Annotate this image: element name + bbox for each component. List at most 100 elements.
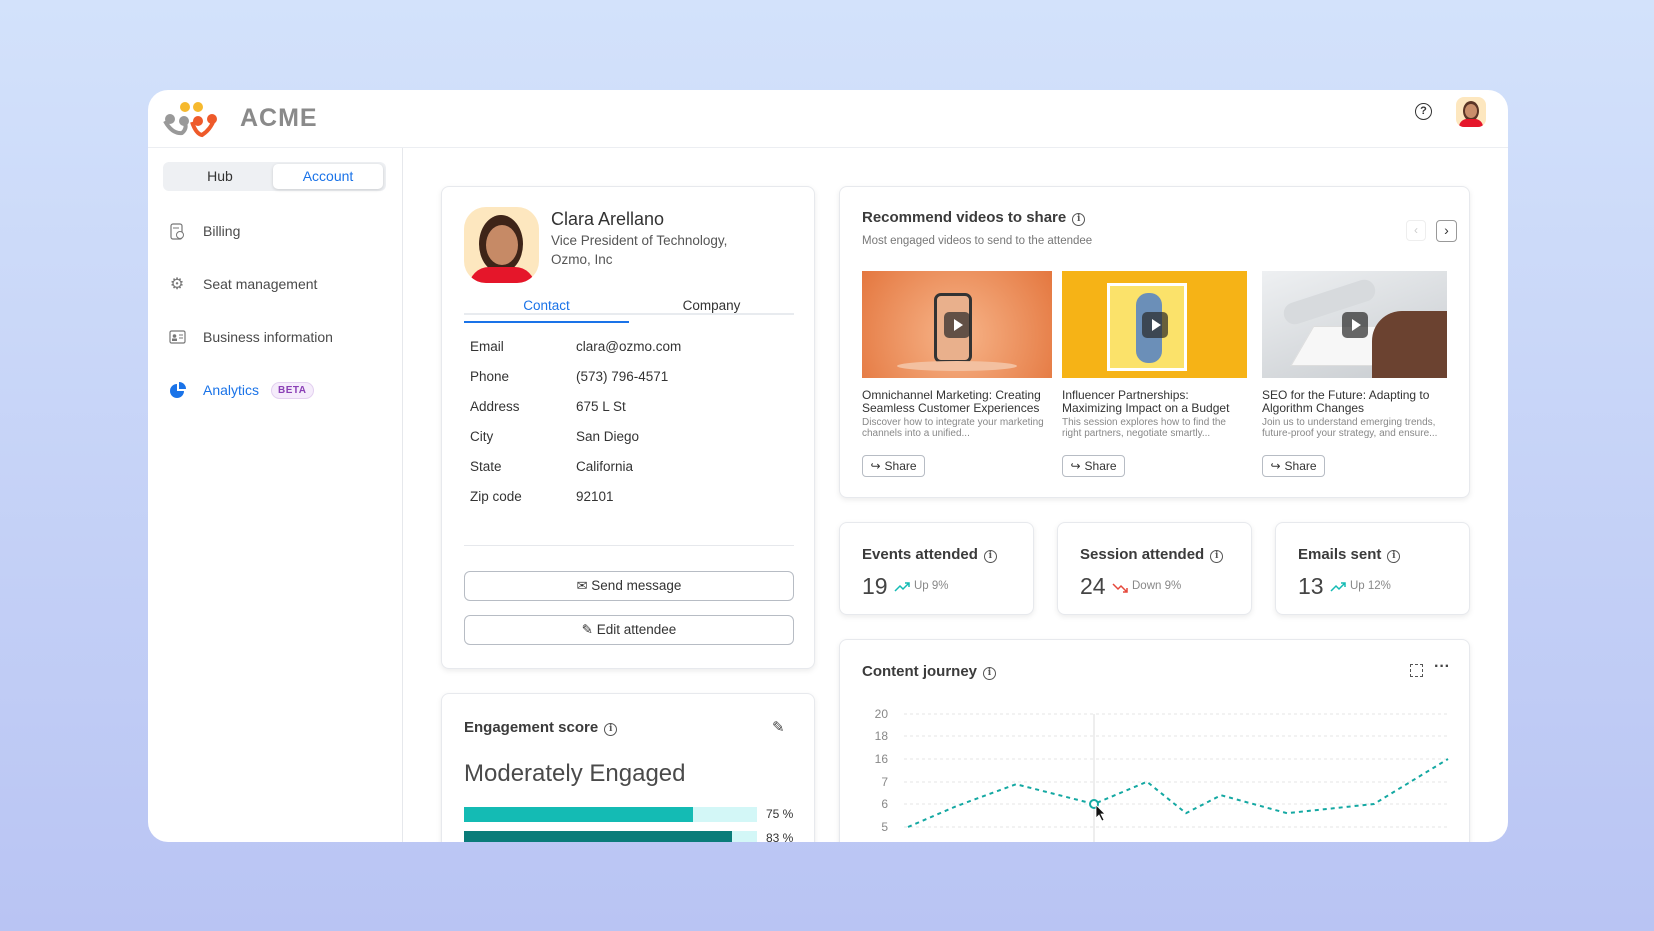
- video-title[interactable]: SEO for the Future: Adapting to Algorith…: [1262, 388, 1430, 415]
- field-value: (573) 796-4571: [576, 369, 669, 384]
- data-point[interactable]: [1285, 811, 1289, 815]
- top-header: ACME ?: [148, 90, 1508, 148]
- info-icon[interactable]: i: [1387, 550, 1401, 563]
- y-tick-label: 16: [874, 752, 888, 766]
- toggle-hub[interactable]: Hub: [207, 168, 233, 184]
- video-description: This session explores how to find the ri…: [1062, 417, 1226, 439]
- recommended-videos-card: Recommend videos to share i Most engaged …: [839, 186, 1470, 498]
- prev-arrow-button[interactable]: ‹: [1406, 220, 1426, 241]
- share-button[interactable]: ↪ Share: [1262, 455, 1325, 477]
- id-card-icon: [168, 328, 186, 346]
- data-point[interactable]: [1184, 811, 1188, 815]
- video-title[interactable]: Omnichannel Marketing: Creating Seamless…: [862, 388, 1041, 415]
- sidebar-item-billing[interactable]: Billing: [168, 219, 240, 243]
- play-icon: [944, 311, 970, 338]
- line-chart: [904, 713, 1450, 842]
- edit-pencil-icon[interactable]: ✎: [772, 719, 785, 736]
- sidebar-item-business-information[interactable]: Business information: [168, 325, 333, 349]
- data-point[interactable]: [954, 804, 958, 808]
- tab-company[interactable]: Company: [682, 298, 741, 313]
- contact-company: Ozmo, Inc: [551, 252, 613, 267]
- stat-value: 19: [862, 573, 888, 599]
- field-label: City: [470, 429, 494, 444]
- video-description: Discover how to integrate your marketing…: [862, 417, 1044, 439]
- toggle-account[interactable]: Account: [273, 164, 383, 189]
- field-label: Zip code: [470, 489, 522, 504]
- video-thumbnail-2[interactable]: [1062, 271, 1247, 378]
- info-icon[interactable]: i: [1210, 550, 1224, 563]
- video-title[interactable]: Influencer Partnerships: Maximizing Impa…: [1062, 388, 1230, 415]
- user-avatar[interactable]: [1456, 97, 1486, 127]
- share-icon: ↪: [1270, 459, 1281, 473]
- expand-icon[interactable]: [1410, 664, 1423, 677]
- tabs-divider: [464, 313, 794, 315]
- acme-logo-icon: [163, 102, 217, 138]
- play-icon: [1141, 311, 1168, 338]
- next-arrow-button[interactable]: ›: [1436, 220, 1457, 242]
- trend-up-icon: [1330, 581, 1347, 599]
- stat-trend: Up 12%: [1350, 580, 1391, 592]
- divider: [464, 545, 794, 546]
- stat-card: Session attended i 24 Down 9%: [1057, 522, 1252, 615]
- y-tick-label: 6: [881, 797, 888, 811]
- engagement-bar-track: [464, 807, 757, 822]
- play-icon: [1341, 311, 1368, 338]
- video-thumbnail-3[interactable]: [1262, 271, 1447, 378]
- data-point[interactable]: [1446, 757, 1450, 761]
- share-label: Share: [884, 459, 917, 473]
- gear-icon: ⚙: [169, 276, 185, 293]
- data-point[interactable]: [1372, 802, 1376, 806]
- sidebar: Hub Account Billing ⚙ Seat management Bu…: [148, 148, 403, 842]
- sidebar-item-label: Analytics: [203, 382, 260, 398]
- y-tick-label: 18: [874, 729, 888, 743]
- trend-down-icon: [1112, 581, 1129, 599]
- series-line: [907, 758, 1449, 828]
- more-options-icon[interactable]: ···: [1434, 658, 1450, 675]
- field-label: Email: [470, 339, 504, 354]
- contact-title: Vice President of Technology,: [551, 233, 728, 248]
- sidebar-item-label: Seat management: [203, 276, 318, 292]
- engagement-bar-fill: [464, 807, 693, 822]
- engagement-level: Moderately Engaged: [464, 760, 686, 787]
- sidebar-item-label: Billing: [203, 223, 241, 239]
- send-message-label: Send message: [591, 578, 682, 593]
- billing-icon: [168, 222, 186, 240]
- data-point[interactable]: [1014, 782, 1018, 786]
- info-icon[interactable]: i: [983, 550, 997, 563]
- share-icon: ↪: [870, 459, 881, 473]
- field-value: San Diego: [576, 429, 640, 444]
- data-point[interactable]: [906, 825, 910, 829]
- data-point[interactable]: [1145, 780, 1149, 784]
- field-label: State: [470, 459, 502, 474]
- stat-trend: Down 9%: [1132, 580, 1182, 592]
- share-button[interactable]: ↪ Share: [862, 455, 925, 477]
- share-label: Share: [1084, 459, 1117, 473]
- pencil-icon: ✎: [581, 622, 593, 637]
- videos-title: Recommend videos to share: [862, 209, 1067, 226]
- sidebar-item-analytics[interactable]: Analytics BETA: [168, 378, 314, 402]
- share-button[interactable]: ↪ Share: [1062, 455, 1125, 477]
- engagement-bar-fill: [464, 831, 732, 842]
- brand-name: ACME: [240, 104, 318, 132]
- stat-title: Session attended: [1080, 546, 1205, 563]
- tab-contact[interactable]: Contact: [464, 298, 629, 323]
- info-icon[interactable]: i: [1072, 213, 1086, 226]
- contact-name: Clara Arellano: [551, 209, 665, 229]
- data-point[interactable]: [1219, 793, 1223, 797]
- y-tick-label: 5: [881, 820, 888, 834]
- send-message-button[interactable]: ✉ Send message: [464, 571, 794, 601]
- info-icon[interactable]: i: [604, 723, 618, 736]
- engagement-bar-track: [464, 831, 757, 842]
- sidebar-item-seat-management[interactable]: ⚙ Seat management: [168, 272, 318, 296]
- y-tick-label: 7: [881, 775, 888, 789]
- share-label: Share: [1284, 459, 1317, 473]
- video-thumbnail-1[interactable]: [862, 271, 1052, 378]
- stat-title: Emails sent: [1298, 546, 1382, 563]
- field-label: Phone: [470, 369, 510, 384]
- info-icon[interactable]: i: [983, 667, 996, 680]
- envelope-icon: ✉: [576, 578, 588, 593]
- edit-attendee-button[interactable]: ✎ Edit attendee: [464, 615, 794, 645]
- help-icon[interactable]: ?: [1415, 103, 1432, 120]
- video-description: Join us to understand emerging trends, f…: [1262, 417, 1438, 439]
- videos-subtitle: Most engaged videos to send to the atten…: [862, 235, 1093, 247]
